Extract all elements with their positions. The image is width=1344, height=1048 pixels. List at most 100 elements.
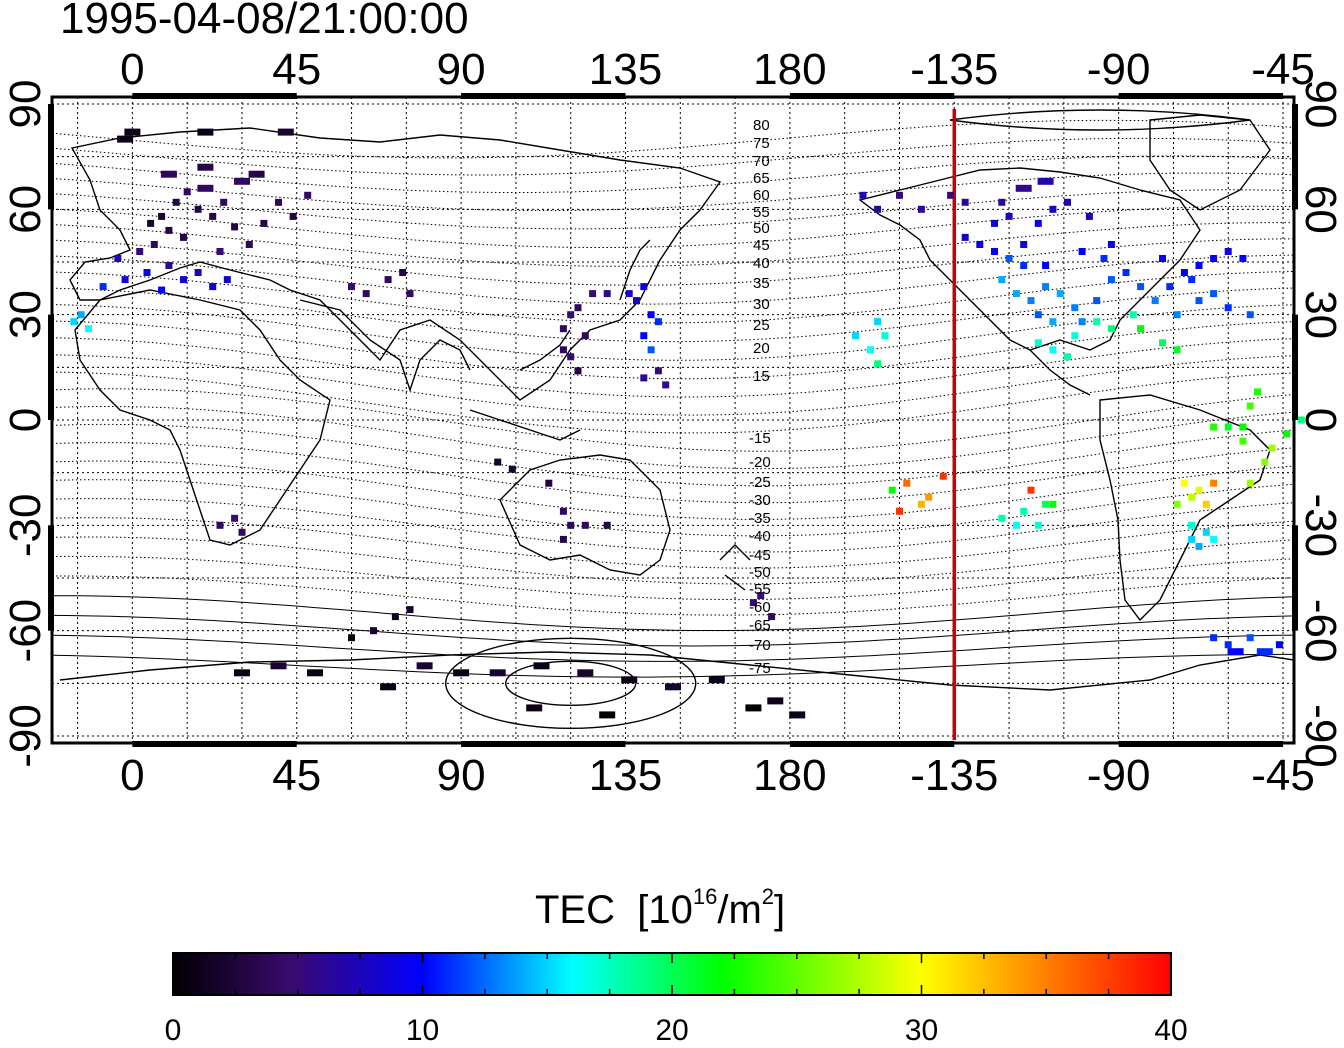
tec-point xyxy=(559,507,567,515)
tec-point xyxy=(406,290,414,298)
tec-point xyxy=(399,269,407,276)
tec-point xyxy=(1188,276,1196,284)
x-tick-label-top: -90 xyxy=(1087,45,1151,94)
x-tick-label-top: 135 xyxy=(589,45,662,94)
tec-point xyxy=(1210,255,1218,262)
y-ticks-left: 90 60 30 0 -30 -60 -90 xyxy=(1,80,50,768)
tec-point xyxy=(348,283,355,291)
tec-point xyxy=(749,599,757,607)
contour-line xyxy=(52,337,1294,398)
tec-point xyxy=(234,669,250,677)
tec-point xyxy=(1049,346,1057,354)
tec-point xyxy=(1159,255,1166,262)
tec-point xyxy=(866,346,874,354)
x-tick-label-bottom: -90 xyxy=(1087,751,1151,800)
tec-point xyxy=(589,290,597,298)
contour-label: -75 xyxy=(749,660,771,677)
tec-point xyxy=(197,128,214,136)
y-tick-label-right: -60 xyxy=(1296,599,1344,663)
frame-bar-top xyxy=(1118,93,1284,99)
contour-label: 75 xyxy=(753,135,770,152)
tec-point xyxy=(248,170,265,178)
tec-point xyxy=(1173,500,1181,508)
tec-point xyxy=(640,374,648,382)
frame-bar-top xyxy=(789,93,955,99)
frame-bar-left xyxy=(48,525,54,631)
tec-point xyxy=(307,669,323,677)
frame-bar-right xyxy=(1292,525,1298,631)
y-tick-label-right: 60 xyxy=(1296,185,1344,234)
tec-point xyxy=(574,304,582,312)
frame-bar-left xyxy=(48,314,54,420)
tec-point xyxy=(209,212,217,220)
tec-point xyxy=(231,514,239,522)
contour-label: 55 xyxy=(753,204,770,221)
contour-line xyxy=(52,388,1294,452)
contour-line xyxy=(52,595,1294,631)
tec-point xyxy=(77,311,85,319)
contour-line xyxy=(52,406,1294,470)
tec-point xyxy=(136,248,144,255)
tec-point xyxy=(998,276,1006,284)
tec-point xyxy=(599,711,616,719)
tec-point xyxy=(1093,318,1101,326)
frame-bar-bottom xyxy=(461,741,626,747)
tec-point xyxy=(1254,388,1261,396)
y-tick-label-left: 90 xyxy=(1,80,50,129)
contour-line xyxy=(52,304,1294,361)
tec-point xyxy=(925,493,933,501)
tec-point xyxy=(1122,269,1130,276)
contour-label: 15 xyxy=(753,368,770,385)
tec-point xyxy=(1020,241,1028,248)
tec-point xyxy=(289,212,297,220)
tec-point xyxy=(194,269,202,276)
tec-point xyxy=(859,191,867,199)
tec-point xyxy=(621,676,638,684)
y-tick-label-left: 30 xyxy=(1,290,50,339)
contour-label: -35 xyxy=(749,510,771,527)
tec-point xyxy=(1202,500,1210,508)
colorbar-unit-exp: 16 xyxy=(692,884,718,909)
y-ticks-right: 90 60 30 0 -30 -60 -90 xyxy=(1296,80,1344,768)
tec-point xyxy=(1246,634,1254,642)
contour-line xyxy=(52,320,1294,380)
tec-point xyxy=(647,311,655,319)
tec-point xyxy=(1239,423,1247,431)
contour-line xyxy=(52,614,1294,647)
tec-point xyxy=(183,188,191,196)
tec-point xyxy=(1239,255,1247,262)
tec-point xyxy=(160,170,177,178)
tec-point xyxy=(896,507,903,515)
tec-point xyxy=(121,276,129,284)
tec-point xyxy=(708,676,725,684)
tec-point xyxy=(1210,535,1218,543)
tec-point xyxy=(453,669,470,677)
tec-point xyxy=(1012,521,1020,529)
tec-point xyxy=(654,367,662,375)
tec-point xyxy=(1275,641,1283,649)
contour-label: -15 xyxy=(749,430,771,447)
tec-point xyxy=(1166,283,1174,291)
tec-point xyxy=(1107,241,1115,248)
tec-point xyxy=(757,592,765,599)
x-ticks-bottom: 0 45 90 135 180 -135 -90 -45 xyxy=(120,751,1315,800)
colorbar-label-main: TEC xyxy=(535,888,615,932)
tec-point xyxy=(223,276,231,284)
tec-point xyxy=(1210,423,1218,431)
tec-point xyxy=(874,318,882,326)
tec-point xyxy=(789,711,806,719)
y-tick-label-right: 0 xyxy=(1296,408,1344,432)
tec-point xyxy=(745,704,762,712)
tec-point xyxy=(917,500,925,508)
contour-line xyxy=(52,119,1294,159)
y-tick-label-right: 90 xyxy=(1296,80,1344,129)
tec-point xyxy=(370,627,377,635)
tec-point xyxy=(216,248,224,255)
contour-label: 65 xyxy=(753,170,770,187)
tec-point xyxy=(1037,177,1054,185)
tec-point xyxy=(577,669,594,677)
x-tick-label-bottom: 180 xyxy=(753,751,826,800)
plot-title: 1995-04-08/21:00:00 xyxy=(60,0,469,43)
x-tick-label-top: 45 xyxy=(272,45,321,94)
colorbar-tick-label: 30 xyxy=(905,1014,938,1047)
